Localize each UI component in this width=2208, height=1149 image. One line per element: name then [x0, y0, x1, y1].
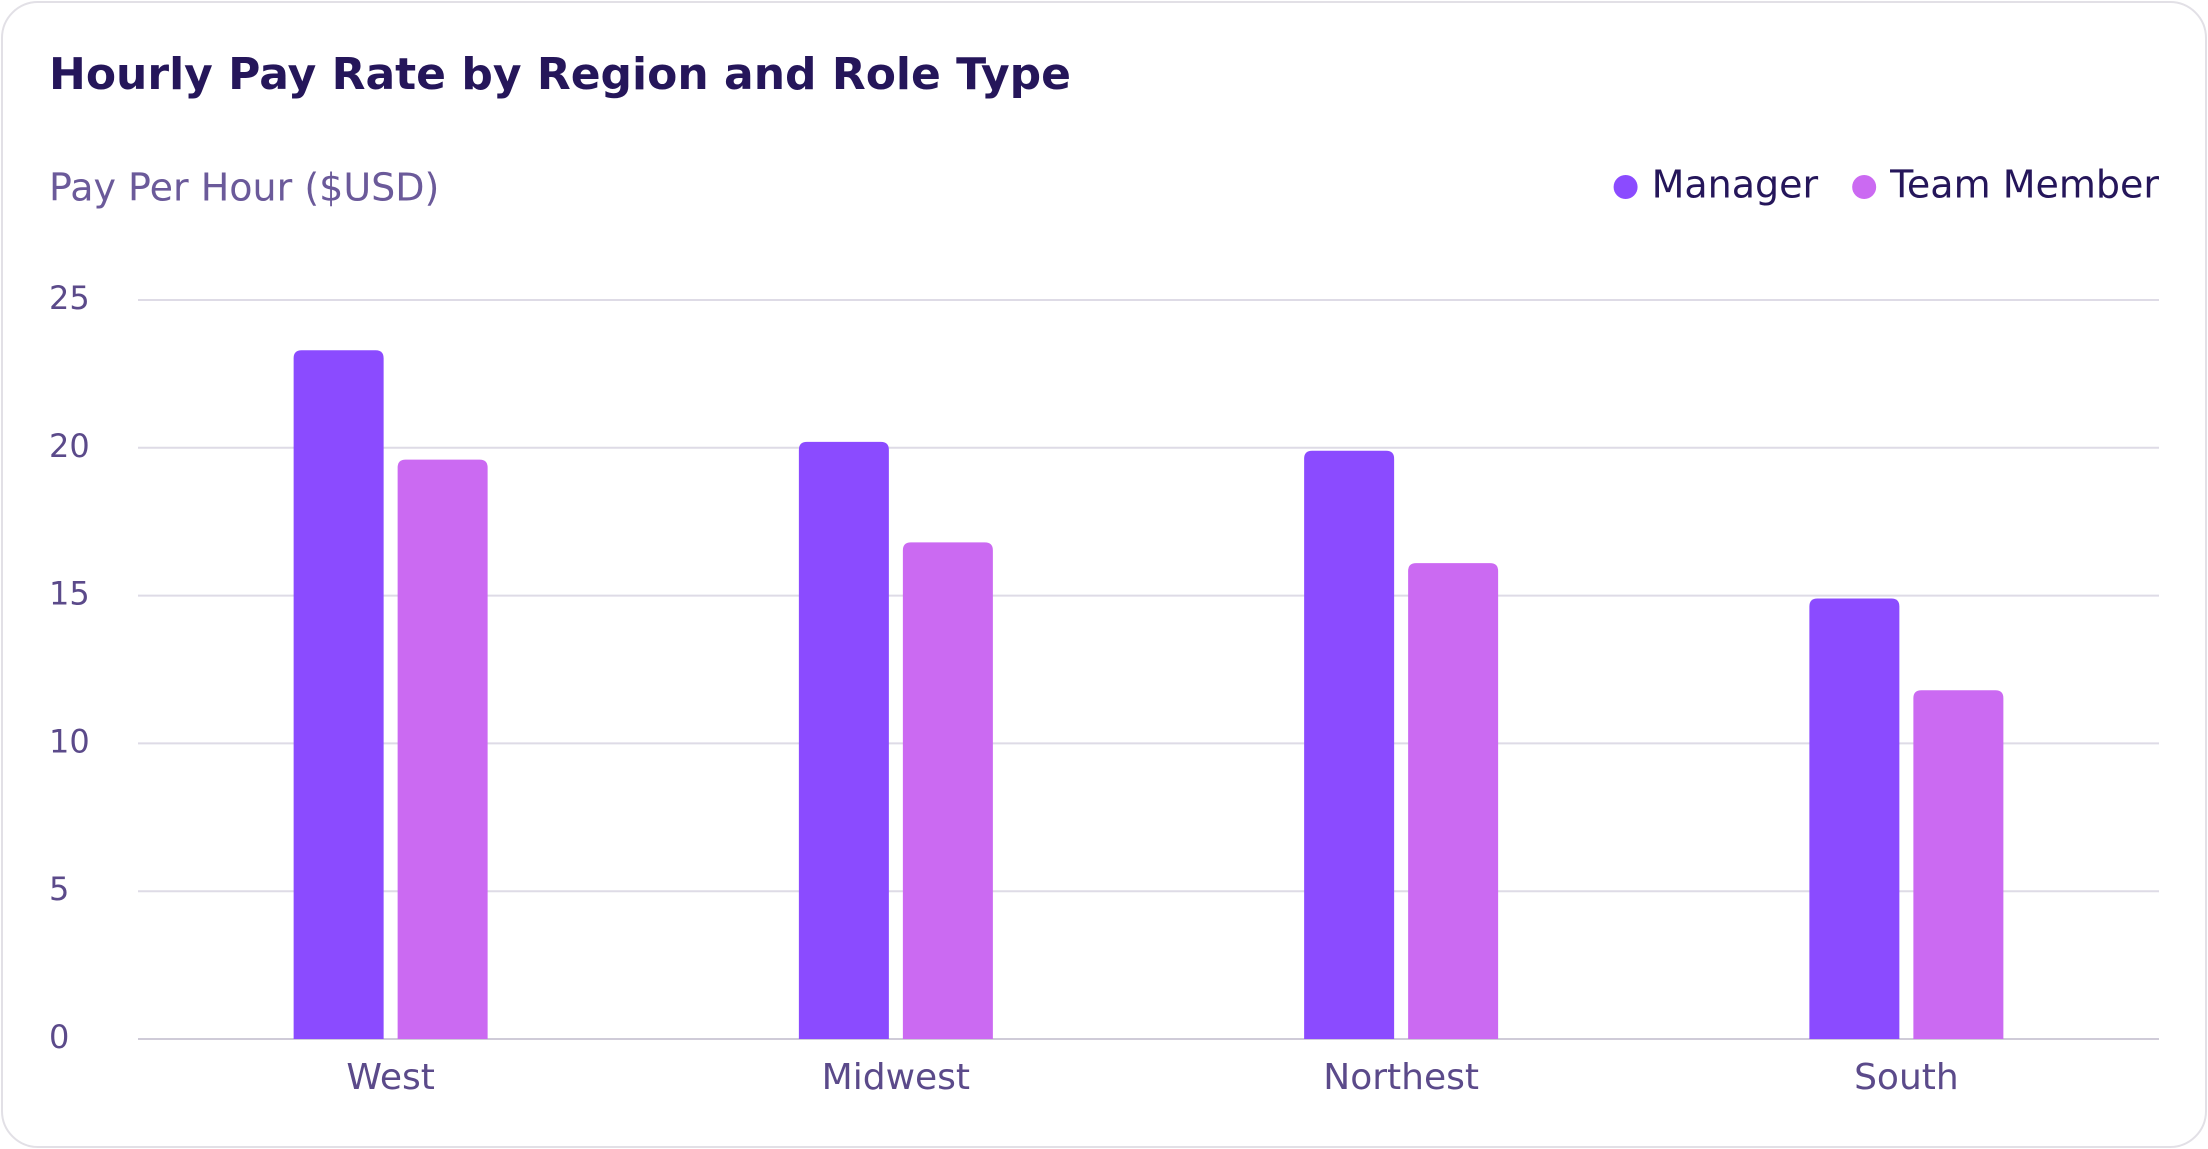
bar [1913, 690, 2004, 1039]
y-axis-label: Pay Per Hour ($USD) [49, 166, 439, 210]
chart-title: Hourly Pay Rate by Region and Role Type [49, 49, 1071, 100]
y-tick-label: 5 [49, 870, 69, 908]
legend-swatch [1852, 175, 1877, 199]
x-tick-label: Midwest [822, 1057, 970, 1098]
y-tick-label: 0 [49, 1018, 69, 1056]
y-tick-label: 10 [49, 722, 90, 760]
legend-swatch [1613, 175, 1638, 199]
bar [1809, 598, 1900, 1039]
legend-label: Manager [1652, 163, 1819, 207]
bar [1304, 450, 1395, 1040]
x-tick-label: West [346, 1057, 435, 1098]
legend-label: Team Member [1889, 163, 2159, 207]
y-tick-label: 15 [49, 575, 90, 613]
y-tick-label: 25 [49, 279, 90, 317]
bar [293, 350, 384, 1039]
x-tick-label: South [1854, 1057, 1959, 1098]
bar [798, 441, 889, 1039]
bar [1408, 563, 1499, 1039]
x-tick-label: Northest [1323, 1057, 1479, 1098]
y-tick-label: 20 [49, 427, 90, 465]
bar [902, 542, 993, 1039]
bar [397, 459, 488, 1039]
